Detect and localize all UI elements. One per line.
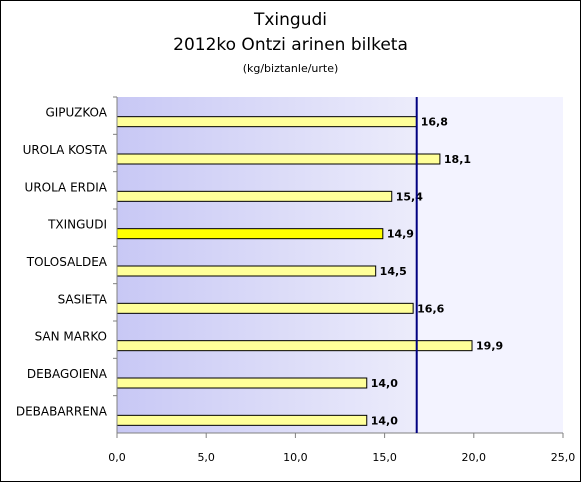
plot-shade-left [117,97,417,433]
x-tick-label: 0,0 [108,451,126,464]
value-label: 19,9 [476,340,503,353]
bar-txingudi [116,228,384,240]
bar-urola-erdia [116,190,393,202]
plot-shade-right [416,97,563,433]
value-label: 16,8 [421,116,448,129]
x-tick-label: 5,0 [197,451,215,464]
category-label: UROLA ERDIA [25,180,108,194]
chart-unit-label: (kg/biztanle/urte) [242,62,339,75]
x-tick-label: 10,0 [283,451,308,464]
category-label: SASIETA [58,292,108,306]
category-label: DEBAGOIENA [27,367,108,381]
value-label: 14,0 [371,414,398,427]
value-label: 14,5 [380,265,407,278]
x-tick-label: 15,0 [372,451,397,464]
bar-urola-kosta [116,153,441,165]
chart-subtitle: 2012ko Ontzi arinen bilketa [173,35,408,55]
category-label: GIPUZKOA [45,106,107,120]
category-label: TOLOSALDEA [26,255,108,269]
x-tick-label: 20,0 [462,451,487,464]
value-label: 15,4 [396,190,423,203]
value-label: 14,9 [387,228,414,241]
bar-san-marko [116,340,473,352]
chart-title: Txingudi [253,10,328,30]
bar-gipuzkoa [116,116,418,128]
category-label: TXINGUDI [47,218,107,232]
value-label: 16,6 [417,302,444,315]
value-label: 14,0 [371,377,398,390]
bar-debabarrena [116,414,368,426]
category-label: DEBABARRENA [16,404,108,418]
x-tick-label: 25,0 [551,451,576,464]
bar-sasieta [116,302,414,314]
bar-tolosaldea [116,265,377,277]
category-label: SAN MARKO [35,330,107,344]
bar-debagoiena [116,377,368,389]
category-label: UROLA KOSTA [23,143,108,157]
value-label: 18,1 [444,153,471,166]
